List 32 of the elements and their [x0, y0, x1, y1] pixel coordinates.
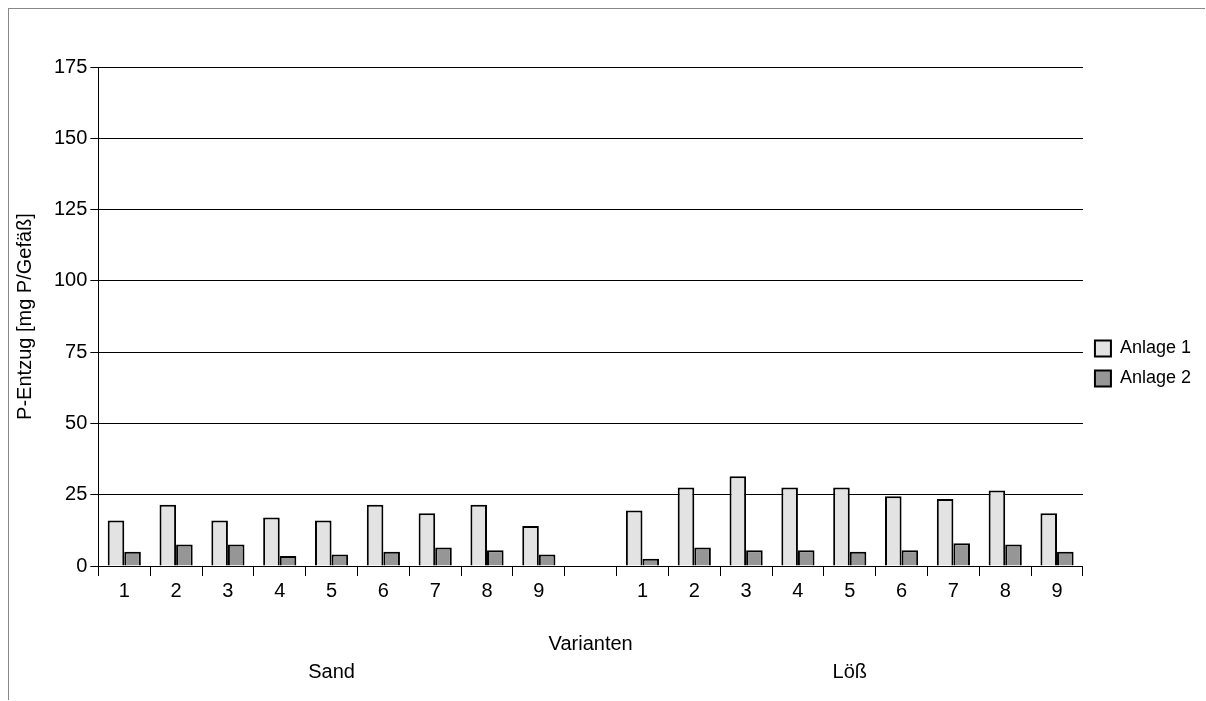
legend-label: Anlage 1 [1119, 337, 1191, 358]
x-tick-label: 9 [1051, 578, 1063, 601]
y-tick-label: 50 [65, 410, 88, 433]
x-tick-label: 2 [688, 578, 700, 601]
x-tick-label: 3 [222, 578, 234, 601]
x-tick-label: 7 [429, 578, 441, 601]
x-tick-label: 6 [896, 578, 908, 601]
y-tick-label: 75 [65, 339, 88, 362]
y-axis-title: P-Entzug [mg P/Gefäß] [12, 213, 35, 420]
x-axis-title: Varianten [548, 631, 633, 654]
x-tick-label: 7 [947, 578, 959, 601]
y-tick-label: 100 [53, 268, 88, 291]
text: Sand [308, 659, 355, 682]
y-tick-label: 125 [53, 197, 88, 220]
x-tick-label: 1 [636, 578, 649, 601]
text: Löß [832, 659, 867, 682]
x-tick-label: 6 [377, 578, 389, 601]
x-tick-label: 9 [533, 578, 545, 601]
y-tick-label: 175 [53, 54, 88, 77]
x-tick-label: 4 [792, 578, 804, 601]
x-tick-label: 2 [170, 578, 182, 601]
x-tick-label: 4 [274, 578, 286, 601]
x-tick-label: 1 [118, 578, 130, 601]
y-tick-label: 150 [53, 125, 88, 148]
x-tick-label: 3 [740, 578, 752, 601]
x-tick-label: 5 [844, 578, 856, 601]
y-tick-label: 25 [65, 482, 88, 505]
x-tick-label: 8 [999, 578, 1011, 601]
legend-label: Anlage 2 [1119, 367, 1191, 388]
y-tick-label: 0 [76, 553, 88, 576]
x-tick-label: 8 [481, 578, 493, 601]
x-tick-label: 5 [325, 578, 338, 601]
